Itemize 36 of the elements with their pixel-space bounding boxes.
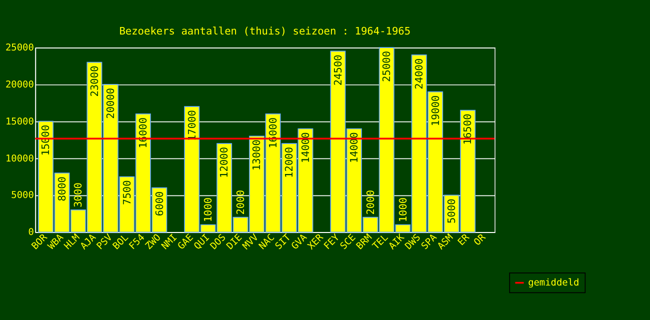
x-tick-label: TEL	[370, 232, 391, 252]
y-tick-label: 5000	[11, 190, 34, 202]
data-label: 3000	[72, 182, 85, 208]
data-label: 25000	[381, 50, 394, 82]
data-label: 20000	[105, 88, 118, 119]
data-label: 17000	[186, 110, 198, 142]
data-label: 6000	[154, 191, 166, 216]
data-label: 2000	[234, 190, 247, 215]
data-label: 19000	[430, 95, 442, 126]
y-tick-label: 15000	[5, 116, 34, 128]
y-tick-label: 10000	[5, 153, 34, 164]
data-label: 12000	[218, 146, 231, 178]
data-label: 16000	[138, 117, 150, 148]
data-label: 16500	[462, 114, 474, 145]
data-label: 24000	[414, 58, 426, 90]
y-tick-label: 20000	[5, 79, 34, 90]
data-label: 2000	[364, 190, 377, 215]
data-label: 13000	[251, 140, 264, 171]
legend-label: gemiddeld	[528, 277, 580, 288]
data-label: 8000	[56, 176, 68, 202]
data-label: 23000	[88, 66, 101, 97]
data-label: 1000	[397, 197, 410, 222]
data-label: 12000	[284, 146, 296, 178]
data-label: 14000	[300, 132, 312, 164]
x-tick-label: ER	[456, 232, 472, 248]
data-label: 16000	[267, 117, 280, 148]
x-tick-label: SPA	[419, 232, 440, 252]
x-tick-label: OR	[472, 232, 488, 248]
data-label: 14000	[348, 132, 361, 164]
data-label: 5000	[446, 198, 458, 224]
data-label: 1000	[202, 197, 215, 222]
data-label: 7500	[121, 180, 134, 205]
y-tick-label: 25000	[5, 42, 34, 54]
chart-title: Bezoekers aantallen (thuis) seizoen : 1964-1965	[119, 26, 411, 38]
data-label: 24500	[332, 54, 344, 86]
y-tick-label: 0	[28, 227, 34, 238]
